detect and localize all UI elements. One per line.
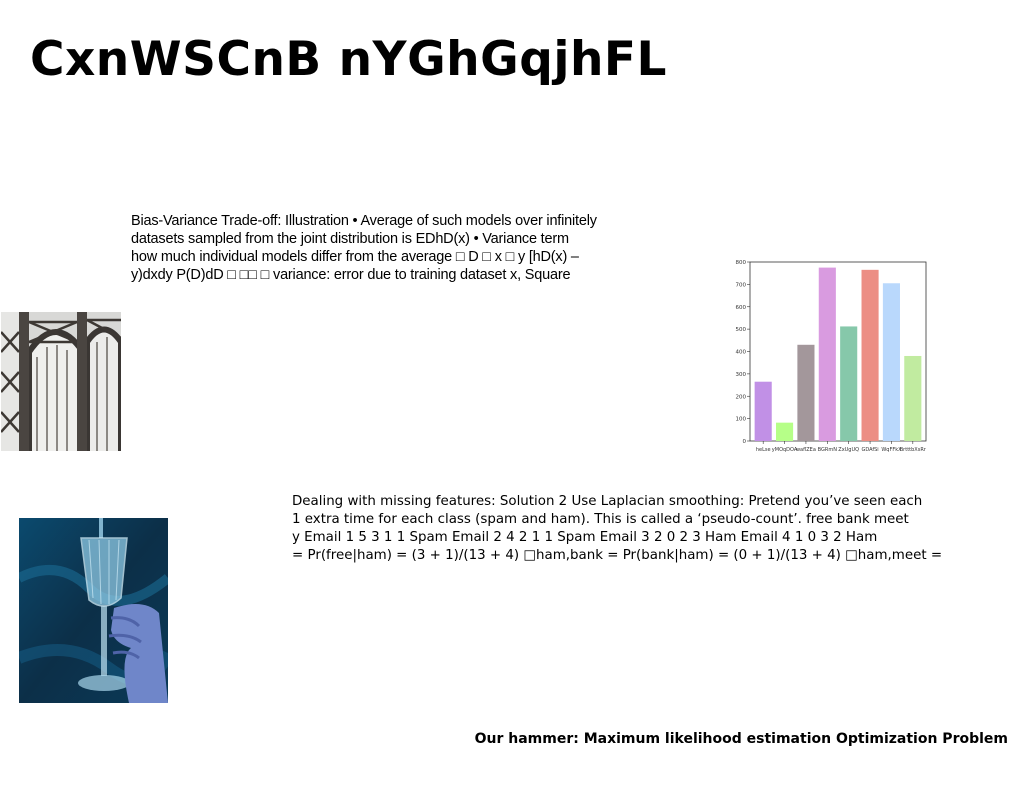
- y-tick-label: 300: [736, 372, 747, 378]
- glass-photo: [19, 518, 168, 703]
- paragraph-line: y)dxdy P(D)dD □ □□ □ variance: error due…: [131, 267, 571, 283]
- paragraph-line: = Pr(free|ham) = (3 + 1)/(13 + 4) □ham,b…: [292, 548, 943, 563]
- y-tick-label: 0: [743, 439, 747, 445]
- footer-text: Our hammer: Maximum likelihood estimatio…: [474, 731, 1008, 747]
- bar-yMOqDOA: [776, 422, 794, 441]
- x-tick-label: yMOqDOA: [772, 447, 798, 453]
- bias-variance-paragraph: Bias-Variance Trade-off: Illustration • …: [131, 212, 597, 284]
- paragraph-line: Dealing with missing features: Solution …: [292, 494, 923, 509]
- x-tick-label: WqFFkX: [881, 447, 902, 453]
- paragraph-line: how much individual models differ from t…: [131, 249, 579, 265]
- x-tick-label: heLse: [756, 447, 771, 453]
- y-tick-label: 200: [736, 394, 747, 400]
- missing-features-paragraph: Dealing with missing features: Solution …: [292, 493, 942, 565]
- y-tick-label: 400: [736, 350, 747, 356]
- y-tick-label: 500: [736, 327, 747, 333]
- y-tick-label: 600: [736, 305, 747, 311]
- paragraph-line: Bias-Variance Trade-off: Illustration • …: [131, 213, 597, 229]
- slide-title: CxnWSCnB nYGhGqjhFL: [30, 32, 667, 87]
- x-tick-label: GDAfSi: [861, 447, 878, 453]
- bar-BGRmN: [818, 267, 836, 441]
- x-tick-label: BrtttbXsRr: [900, 447, 927, 453]
- bar-heLse: [754, 381, 772, 441]
- y-tick-label: 700: [736, 282, 747, 288]
- bar-waflZEa: [797, 344, 815, 441]
- bar-BrtttbXsRr: [904, 355, 922, 441]
- bar-GDAfSi: [861, 269, 879, 441]
- paragraph-line: 1 extra time for each class (spam and ha…: [292, 512, 909, 527]
- bar-chart: 0 100 200 300 400 500 600 700 800 heLse yMOqDOA waf…: [733, 258, 933, 458]
- bridge-photo: [1, 312, 121, 451]
- x-tick-label: waflZEa: [796, 447, 816, 453]
- x-tick-label: BGRmN: [818, 447, 838, 453]
- bar-WqFFkX: [882, 283, 900, 441]
- paragraph-line: y Email 1 5 3 1 1 Spam Email 2 4 2 1 1 S…: [292, 530, 878, 545]
- y-tick-label: 100: [736, 417, 747, 423]
- x-tick-label: ZxUgUQ: [838, 447, 859, 453]
- bar-ZxUgUQ: [840, 326, 858, 441]
- paragraph-line: datasets sampled from the joint distribu…: [131, 231, 569, 247]
- y-tick-label: 800: [736, 260, 747, 266]
